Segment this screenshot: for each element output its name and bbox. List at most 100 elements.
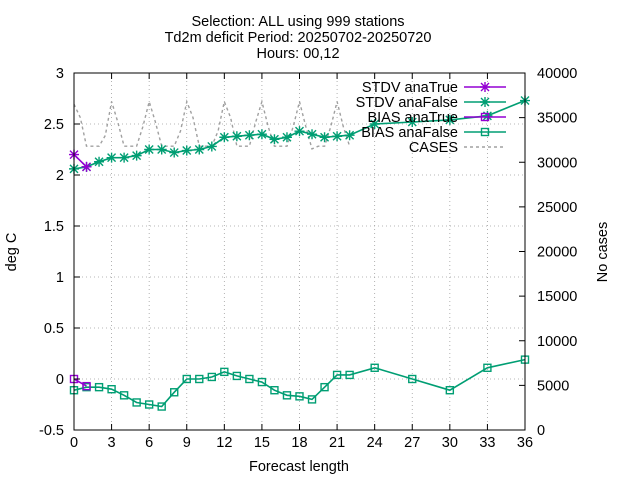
data-point-bias-anafalse <box>270 386 279 395</box>
legend-marker <box>480 82 490 92</box>
y2-tick-label: 15000 <box>537 289 577 305</box>
series-line-stdv-anafalse <box>73 99 526 170</box>
data-point-bias-anafalse <box>232 371 242 381</box>
y2-tick-label: 10000 <box>537 334 577 350</box>
data-point-bias-anafalse <box>370 363 379 372</box>
y-tick-label: -0.5 <box>39 423 64 439</box>
data-point-stdv-anafalse <box>131 150 142 161</box>
legend-marker <box>480 112 490 122</box>
data-point-stdv-anafalse <box>169 147 180 158</box>
series-line-bias-anafalse <box>73 358 526 408</box>
x-tick-label: 12 <box>216 435 232 451</box>
data-point-bias-anafalse <box>207 372 217 382</box>
legend-label: CASES <box>409 140 458 156</box>
y2-tick-label: 30000 <box>537 155 577 171</box>
x-tick-label: 33 <box>479 435 495 451</box>
data-point-stdv-anafalse <box>344 130 355 141</box>
data-point-stdv-anafalse <box>194 144 205 155</box>
y2-axis-label: No cases <box>595 222 611 282</box>
y-axis-label: deg C <box>4 233 20 272</box>
data-point-bias-anafalse <box>144 400 154 409</box>
legend-entry-bias-anafalse: BIAS anaFalse <box>361 125 506 141</box>
data-point-bias-anafalse <box>257 377 267 387</box>
y2-tick-label: 40000 <box>537 66 577 82</box>
chart-title-line-1: Selection: ALL using 999 stations <box>191 14 404 30</box>
data-point-bias-anafalse <box>132 398 141 407</box>
y-tick-label: 0 <box>56 372 64 388</box>
data-point-stdv-anafalse <box>369 119 380 129</box>
x-axis-label: Forecast length <box>249 459 349 475</box>
x-tick-label: 21 <box>329 435 345 451</box>
legend-label: STDV anaTrue <box>362 80 458 96</box>
data-point-stdv-anatrue <box>81 161 92 172</box>
data-point-bias-anafalse <box>445 386 455 395</box>
axes-layer: 0 3 6 9 12 15 18 21 24 27 30 33 36-0.500.511.522.530… <box>39 66 577 451</box>
data-point-stdv-anafalse <box>407 116 418 127</box>
x-tick-label: 9 <box>183 435 191 451</box>
data-point-bias-anafalse <box>157 402 166 411</box>
data-point-stdv-anafalse <box>244 130 255 141</box>
legend-label: BIAS anaTrue <box>367 110 458 126</box>
x-tick-label: 18 <box>291 435 307 451</box>
y-tick-label: 1.5 <box>44 219 64 235</box>
data-point-bias-anafalse <box>170 388 179 397</box>
data-point-stdv-anafalse <box>119 152 130 163</box>
legend-marker <box>480 127 490 137</box>
data-point-stdv-anafalse <box>106 152 117 163</box>
legend-label: BIAS anaFalse <box>361 125 458 141</box>
data-point-stdv-anafalse <box>444 114 455 125</box>
data-point-bias-anafalse <box>408 374 417 384</box>
data-point-bias-anafalse <box>307 395 317 404</box>
data-point-stdv-anafalse <box>206 141 217 152</box>
x-tick-label: 30 <box>442 435 458 451</box>
data-point-bias-anafalse <box>182 374 191 384</box>
data-point-stdv-anafalse <box>281 132 292 143</box>
legend-marker <box>480 97 490 107</box>
data-point-stdv-anafalse <box>332 131 343 142</box>
data-point-bias-anafalse <box>94 382 104 392</box>
y2-tick-label: 5000 <box>537 378 569 394</box>
data-point-stdv-anafalse <box>144 144 155 155</box>
data-point-bias-anafalse <box>119 391 129 400</box>
data-point-stdv-anafalse <box>156 144 167 155</box>
data-point-stdv-anafalse <box>294 126 305 137</box>
data-point-stdv-anafalse <box>94 156 105 167</box>
data-point-stdv-anafalse <box>482 110 493 121</box>
data-point-stdv-anafalse <box>319 132 330 143</box>
data-point-stdv-anafalse <box>307 129 318 140</box>
x-tick-label: 0 <box>70 435 78 451</box>
x-tick-label: 24 <box>367 435 383 451</box>
data-point-bias-anafalse <box>282 391 292 400</box>
x-tick-label: 6 <box>145 435 153 451</box>
data-point-bias-anafalse <box>320 382 329 392</box>
data-point-bias-anafalse <box>483 363 492 372</box>
data-point-bias-anatrue <box>82 381 91 391</box>
y2-tick-label: 20000 <box>537 245 577 261</box>
y-tick-label: 2.5 <box>44 117 64 133</box>
y-tick-label: 3 <box>56 66 64 82</box>
y-tick-label: 1 <box>56 270 64 286</box>
chart-title-line-2: Td2m deficit Period: 20250702-20250720 <box>165 30 432 46</box>
series-line-bias-anatrue <box>73 378 87 387</box>
y2-tick-label: 0 <box>537 423 545 439</box>
x-tick-label: 36 <box>517 435 533 451</box>
legend-entry-bias-anatrue: BIAS anaTrue <box>367 110 506 126</box>
y-tick-label: 2 <box>56 168 64 184</box>
y2-tick-label: 25000 <box>537 200 577 216</box>
data-point-stdv-anafalse <box>231 131 242 142</box>
data-point-bias-anafalse <box>245 374 254 384</box>
data-point-bias-anafalse <box>295 392 304 401</box>
x-tick-label: 3 <box>108 435 116 451</box>
data-point-bias-anafalse <box>220 367 229 377</box>
data-point-stdv-anafalse <box>181 145 192 156</box>
legend-entry-cases: CASES <box>409 140 506 156</box>
x-tick-label: 27 <box>404 435 420 451</box>
data-point-stdv-anafalse <box>219 132 230 143</box>
x-tick-label: 15 <box>254 435 270 451</box>
y-tick-label: 0.5 <box>44 321 64 337</box>
data-point-bias-anafalse <box>107 385 116 394</box>
data-point-stdv-anafalse <box>256 129 267 140</box>
series-layer <box>69 95 530 411</box>
